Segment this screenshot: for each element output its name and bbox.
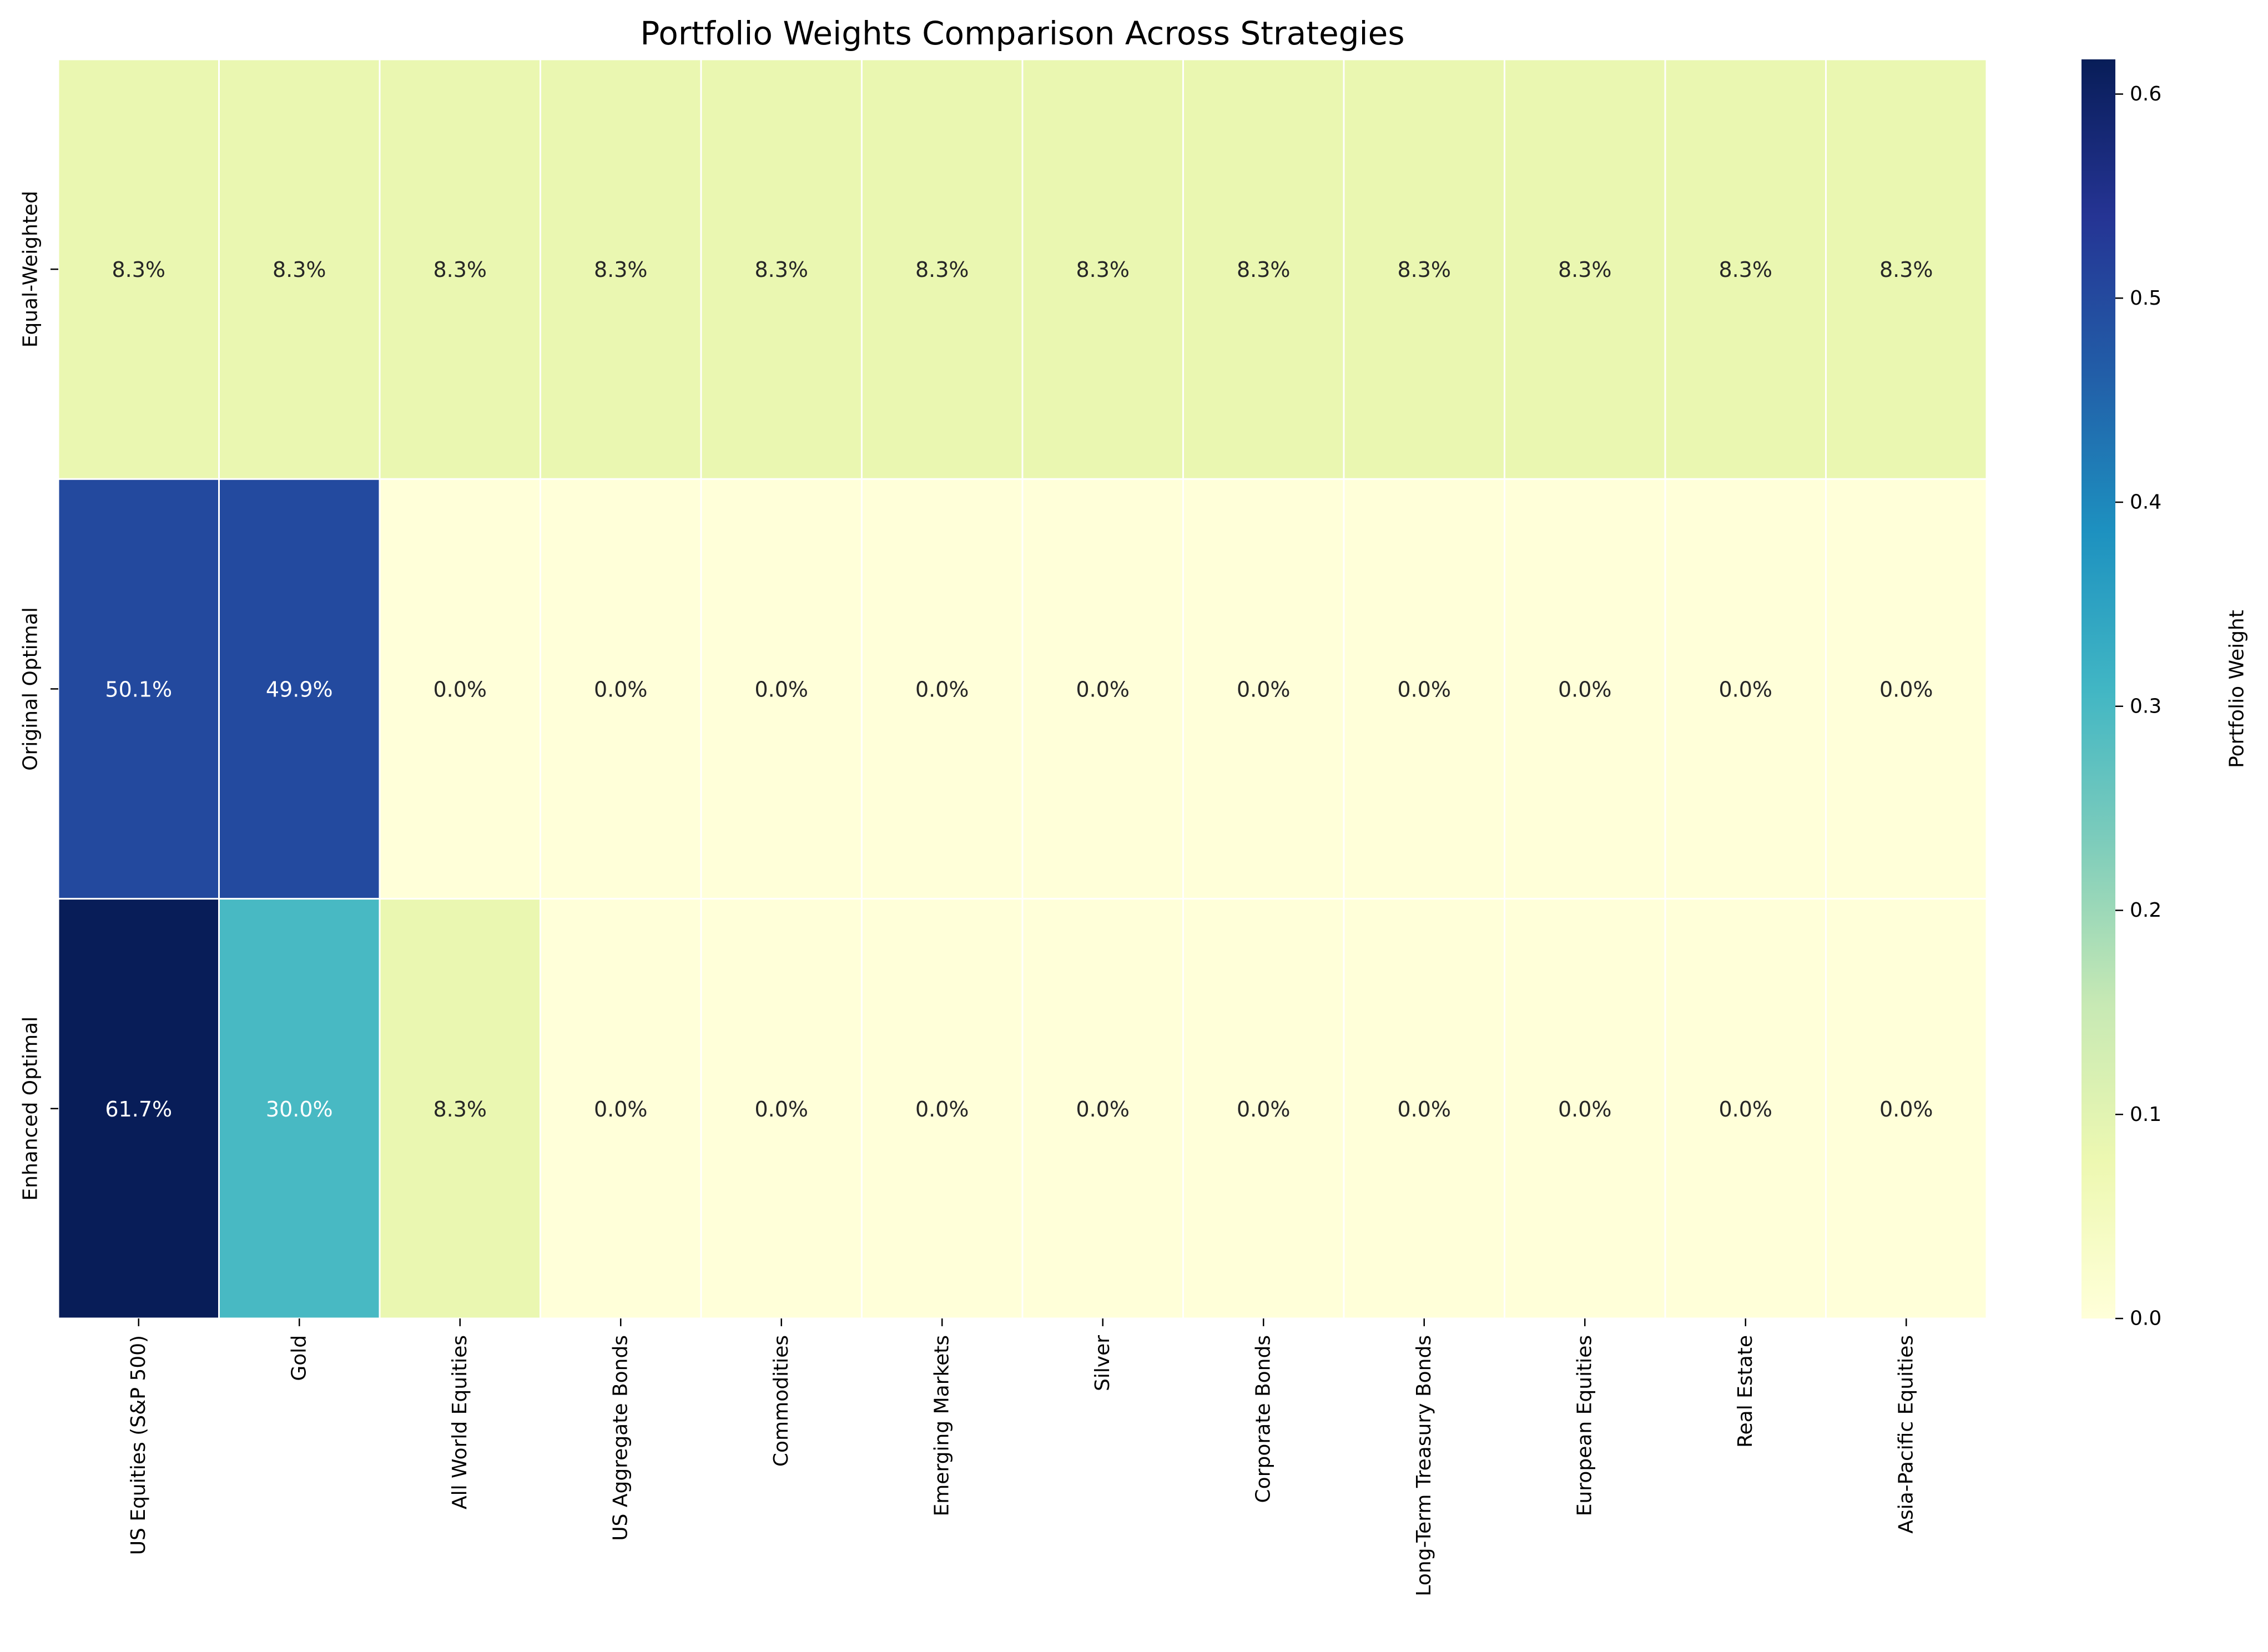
cell-annotation: 8.3% xyxy=(112,257,165,282)
x-tick-label: Asia-Pacific Equities xyxy=(1895,1335,1918,1534)
cell-annotation: 8.3% xyxy=(915,257,969,282)
heatmap-cell xyxy=(57,478,220,900)
heatmap-cell xyxy=(1504,898,1666,1320)
cell-annotation: 8.3% xyxy=(1879,257,1933,282)
heatmap-cell xyxy=(1343,898,1505,1320)
heatmap-cell xyxy=(57,58,220,480)
heatmap-cell xyxy=(1825,58,1988,480)
heatmap-cell xyxy=(218,478,381,900)
y-axis: Equal-Weighted Original Optimal Enhanced O… xyxy=(19,191,58,1201)
colorbar-tick-label: 0.3 xyxy=(2130,695,2161,718)
colorbar-tick-label: 0.5 xyxy=(2130,287,2161,310)
cell-annotation: 8.3% xyxy=(594,257,648,282)
cell-annotation: 0.0% xyxy=(1879,677,1933,701)
colorbar-tick-label: 0.6 xyxy=(2130,83,2161,105)
cell-annotation: 0.0% xyxy=(1879,1097,1933,1121)
cell-annotation: 8.3% xyxy=(1718,257,1772,282)
cell-annotation: 0.0% xyxy=(1237,677,1291,701)
cell-annotation: 0.0% xyxy=(1397,1097,1451,1121)
cell-annotation: 0.0% xyxy=(1558,1097,1612,1121)
heatmap-cell xyxy=(1825,478,1988,900)
colorbar-ticks: 0.0 0.1 0.2 0.3 0.4 0.5 0.6 xyxy=(2115,83,2161,1330)
cell-annotation: 8.3% xyxy=(433,257,487,282)
cell-annotation: 49.9% xyxy=(266,677,333,701)
heatmap-cell xyxy=(1182,58,1345,480)
heatmap-cell xyxy=(1343,478,1505,900)
cell-annotation: 8.3% xyxy=(754,257,808,282)
cell-annotation: 8.3% xyxy=(1076,257,1130,282)
cell-annotation: 8.3% xyxy=(433,1097,487,1121)
heatmap-cell xyxy=(540,478,702,900)
cell-annotation: 0.0% xyxy=(433,677,487,701)
cell-annotation: 0.0% xyxy=(1076,677,1130,701)
heatmap-cell xyxy=(1664,898,1827,1320)
heatmap-cell xyxy=(1343,58,1505,480)
x-tick-label: European Equities xyxy=(1574,1335,1596,1516)
heatmap-cell xyxy=(1182,478,1345,900)
cell-annotation: 0.0% xyxy=(594,677,648,701)
x-tick-label: US Aggregate Bonds xyxy=(609,1335,632,1541)
x-tick-label: US Equities (S&P 500) xyxy=(127,1335,150,1555)
y-tick-label: Equal-Weighted xyxy=(19,191,42,347)
heatmap-cell xyxy=(861,478,1024,900)
colorbar-gradient xyxy=(2081,59,2115,1318)
heatmap-cell xyxy=(379,478,541,900)
heatmap-cells xyxy=(57,58,1988,1320)
chart-title: Portfolio Weights Comparison Across Stra… xyxy=(640,14,1404,52)
heatmap-cell xyxy=(1021,898,1184,1320)
cell-annotation: 0.0% xyxy=(754,1097,808,1121)
cell-annotation: 0.0% xyxy=(915,1097,969,1121)
heatmap-cell xyxy=(700,478,863,900)
cell-annotation: 0.0% xyxy=(1397,677,1451,701)
x-axis: US Equities (S&P 500) Gold All World Equit… xyxy=(127,1318,1918,1597)
colorbar-tick-label: 0.1 xyxy=(2130,1103,2161,1126)
x-tick-label: Long-Term Treasury Bonds xyxy=(1413,1335,1435,1597)
y-tick-label: Original Optimal xyxy=(19,607,42,771)
heatmap-cell xyxy=(1021,478,1184,900)
cell-annotation: 8.3% xyxy=(1397,257,1451,282)
cell-annotation: 0.0% xyxy=(1558,677,1612,701)
x-tick-label: Corporate Bonds xyxy=(1252,1335,1275,1503)
x-tick-label: Emerging Markets xyxy=(931,1335,954,1517)
heatmap-cell xyxy=(1504,478,1666,900)
cell-annotations: 8.3% 8.3% 8.3% 8.3% 8.3% 8.3% 8.3% 8.3% 8.3% 8.3%… xyxy=(105,257,1933,1121)
cell-annotation: 0.0% xyxy=(915,677,969,701)
cell-annotation: 8.3% xyxy=(1237,257,1291,282)
cell-annotation: 0.0% xyxy=(1718,677,1772,701)
cell-annotation: 30.0% xyxy=(266,1097,333,1121)
cell-annotation: 8.3% xyxy=(1558,257,1612,282)
x-tick-label: Real Estate xyxy=(1734,1335,1757,1448)
colorbar-tick-label: 0.0 xyxy=(2130,1307,2161,1330)
colorbar: 0.0 0.1 0.2 0.3 0.4 0.5 0.6 Portfolio Weight xyxy=(2081,59,2249,1330)
cell-annotation: 0.0% xyxy=(594,1097,648,1121)
heatmap-cell xyxy=(1021,58,1184,480)
cell-annotation: 0.0% xyxy=(1237,1097,1291,1121)
heatmap-cell xyxy=(861,898,1024,1320)
cell-annotation: 50.1% xyxy=(105,677,172,701)
colorbar-label: Portfolio Weight xyxy=(2226,610,2249,768)
x-tick-label: Gold xyxy=(288,1335,311,1381)
cell-annotation: 61.7% xyxy=(105,1097,172,1121)
heatmap-cell xyxy=(1504,58,1666,480)
heatmap-cell xyxy=(379,58,541,480)
heatmap-cell xyxy=(1825,898,1988,1320)
heatmap-cell xyxy=(540,58,702,480)
heatmap-cell xyxy=(57,898,220,1320)
x-tick-label: Commodities xyxy=(770,1335,793,1467)
cell-annotation: 0.0% xyxy=(1076,1097,1130,1121)
colorbar-tick-label: 0.2 xyxy=(2130,899,2161,922)
heatmap-cell xyxy=(700,898,863,1320)
heatmap-cell xyxy=(218,898,381,1320)
y-tick-label: Enhanced Optimal xyxy=(19,1017,42,1201)
cell-annotation: 0.0% xyxy=(1718,1097,1772,1121)
cell-annotation: 8.3% xyxy=(273,257,326,282)
heatmap-cell xyxy=(1664,478,1827,900)
colorbar-tick-label: 0.4 xyxy=(2130,491,2161,514)
x-tick-label: All World Equities xyxy=(448,1335,471,1509)
cell-annotation: 0.0% xyxy=(754,677,808,701)
x-tick-label: Silver xyxy=(1091,1335,1114,1391)
heatmap-cell xyxy=(218,58,381,480)
